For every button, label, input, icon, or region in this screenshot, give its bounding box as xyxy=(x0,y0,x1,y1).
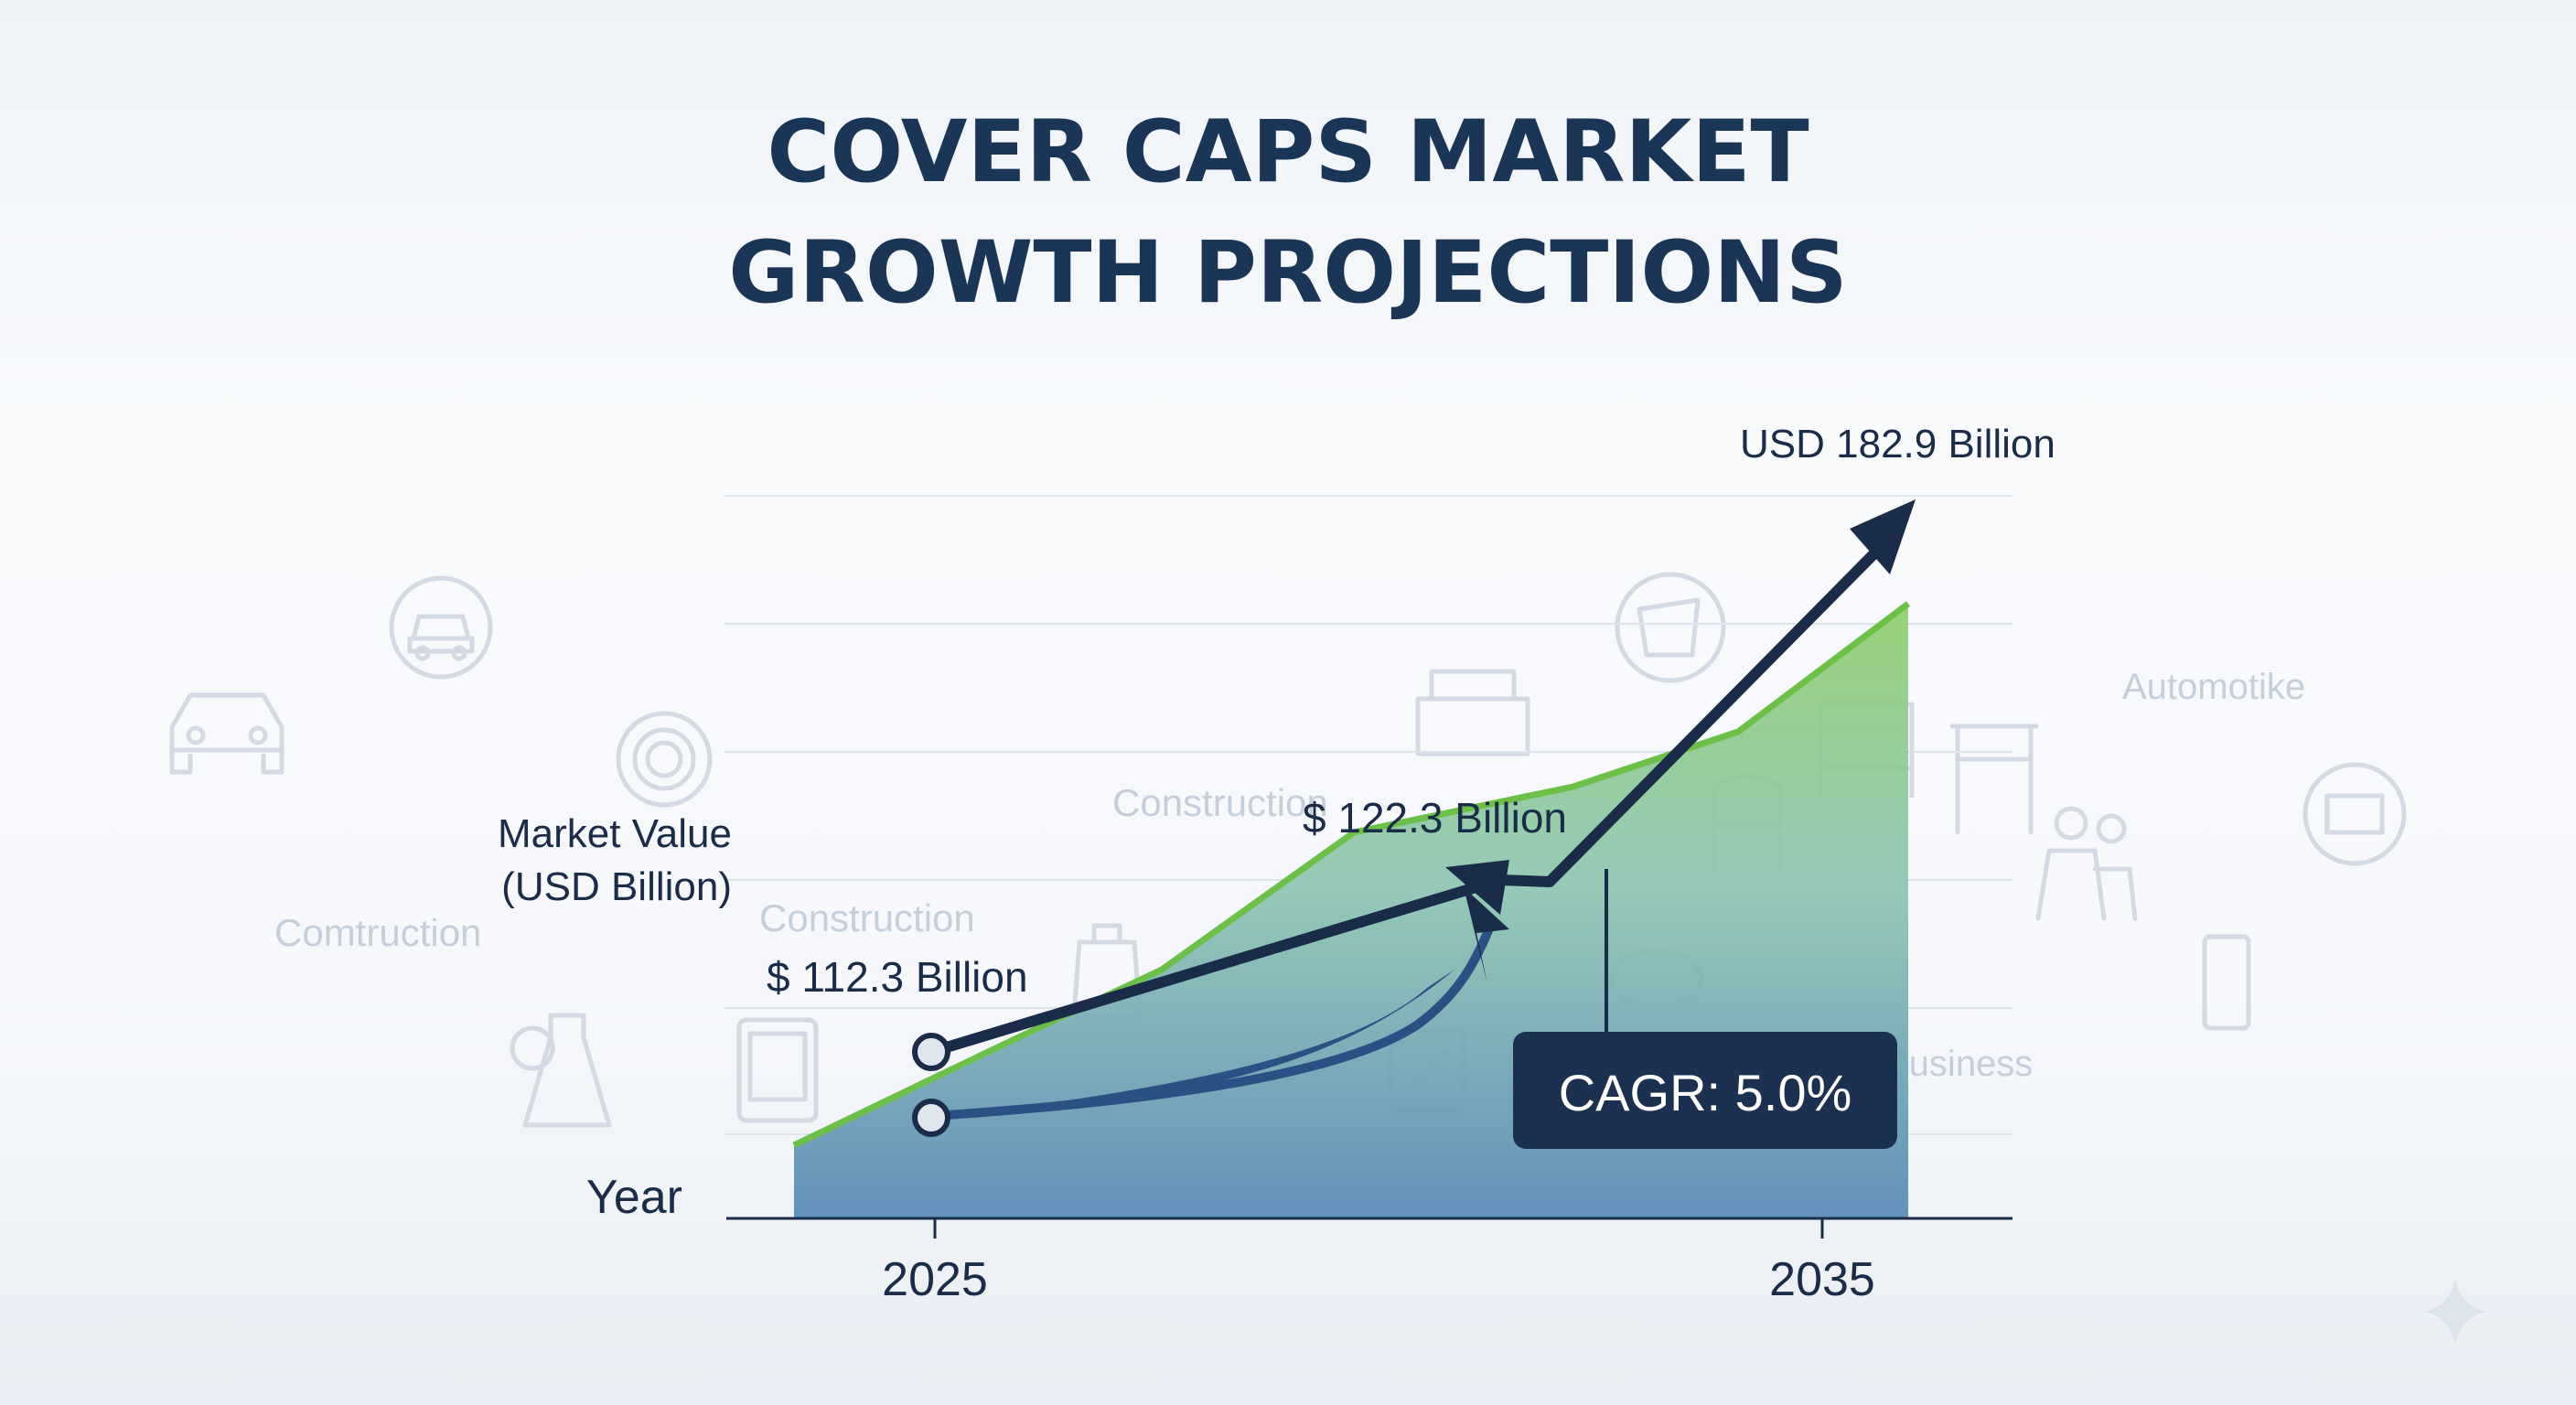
watermark-word-5: Business xyxy=(1884,1044,2033,1084)
gear-icon xyxy=(616,711,713,808)
people-icon xyxy=(2035,806,2138,921)
tablet-icon xyxy=(736,1017,819,1123)
table-icon xyxy=(1949,724,2039,835)
end-value-label: USD 182.9 Billion xyxy=(1740,422,2055,467)
data-point-2025-upper xyxy=(912,1033,950,1071)
watermark-word-4: Automotike xyxy=(2122,667,2305,707)
market-area-edge xyxy=(792,601,1911,1149)
main-growth-arrow xyxy=(929,499,1916,1057)
start-value-label: $ 112.3 Billion xyxy=(767,953,1028,1001)
mid-value-label: $ 122.3 Billion xyxy=(1303,794,1567,842)
cagr-badge: CAGR: 5.0% xyxy=(1513,1032,1897,1149)
medicine-bottle-icon xyxy=(510,1013,612,1128)
crate-icon xyxy=(1415,669,1530,756)
watermark-word-1: Construction xyxy=(1112,781,1328,824)
mobile-phone-icon xyxy=(2202,934,2251,1031)
cup-icon xyxy=(1615,572,1726,683)
y-axis-label-line-1: Market Value xyxy=(498,811,732,856)
watermark-word-2: Construction xyxy=(759,896,975,939)
y-axis-label-line-2: (USD Billion) xyxy=(501,864,732,909)
car-outline-icon xyxy=(169,692,284,775)
data-point-2025-lower xyxy=(912,1099,950,1137)
secondary-growth-arrow xyxy=(932,887,1509,1121)
cagr-text: CAGR: 5.0% xyxy=(1559,1064,1852,1121)
background-icons: Comtruction Construction Construction Au… xyxy=(169,572,2407,1128)
watermark-word-3: Comtruction xyxy=(274,911,481,954)
shopping-icon xyxy=(2302,762,2407,866)
sparkle-icon xyxy=(2424,1279,2486,1345)
x-tick-label-2035: 2035 xyxy=(1769,1253,1875,1306)
x-axis-label: Year xyxy=(586,1171,682,1224)
title-line-2: GROWTH PROJECTIONS xyxy=(728,223,1847,323)
car-icon xyxy=(389,575,493,680)
x-tick-label-2025: 2025 xyxy=(882,1253,988,1306)
chart-title: COVER CAPS MARKET GROWTH PROJECTIONS xyxy=(728,102,1847,323)
title-line-1: COVER CAPS MARKET xyxy=(767,102,1809,202)
